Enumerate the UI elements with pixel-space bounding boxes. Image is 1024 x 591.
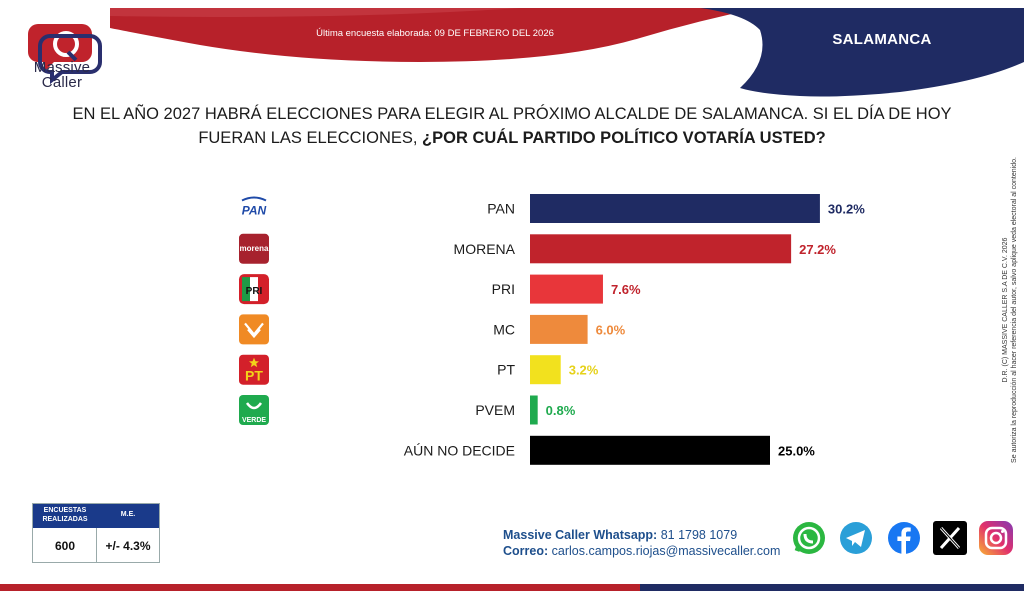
whatsapp-label: Massive Caller Whatsapp: — [503, 528, 658, 542]
verde-logo-icon — [239, 395, 269, 425]
brand-name: Massive Caller — [14, 60, 110, 90]
copyright-line1: D.R. (C) MASSIVE CALLER S.A DE C.V. 2026 — [1002, 237, 1009, 383]
stats-header-surveys-line2: REALIZADAS — [42, 516, 88, 523]
category-label: PAN — [487, 201, 515, 217]
survey-stats-table: ENCUESTAS REALIZADAS M.E. 600 +/- 4.3% — [32, 503, 160, 563]
pri-logo-white — [250, 277, 258, 302]
stats-divider — [96, 528, 97, 562]
bar-5 — [530, 395, 538, 425]
pan-logo-icon: PAN — [242, 204, 267, 218]
question-line2-bold: ¿POR CUÁL PARTIDO POLÍTICO VOTARÍA USTED… — [422, 129, 826, 147]
value-label: 6.0% — [596, 322, 626, 337]
bottom-strip — [0, 584, 1024, 591]
pri-logo-text: PRI — [246, 286, 263, 297]
stats-header-surveys-line1: ENCUESTAS — [43, 507, 87, 514]
brand-line1: Massive — [33, 59, 91, 76]
mc-logo-eagle — [244, 322, 264, 339]
value-label: 0.8% — [546, 403, 576, 418]
category-label: PVEM — [475, 402, 515, 418]
category-label: MC — [493, 321, 515, 337]
category-label: AÚN NO DECIDE — [404, 442, 515, 458]
category-label: MORENA — [454, 241, 516, 257]
pt-logo-text: PT — [245, 368, 263, 384]
header-red-highlight — [110, 8, 520, 17]
value-label: 25.0% — [778, 443, 815, 458]
email-label: Correo: — [503, 544, 549, 558]
bar-4 — [530, 355, 561, 385]
massive-caller-logo-icon — [28, 24, 102, 85]
facebook-icon[interactable] — [886, 520, 922, 556]
value-label: 27.2% — [799, 242, 836, 257]
survey-question: EN EL AÑO 2027 HABRÁ ELECCIONES PARA ELE… — [40, 102, 984, 150]
pt-logo-star — [249, 357, 259, 368]
brand-line2: Caller — [41, 74, 83, 91]
pt-logo-icon — [239, 354, 269, 385]
whatsapp-number[interactable]: 81 1798 1079 — [660, 528, 738, 542]
category-label: PRI — [492, 281, 515, 297]
instagram-icon[interactable] — [978, 520, 1014, 556]
morena-logo-text: morena — [240, 244, 269, 253]
bar-6 — [530, 435, 770, 465]
pan-logo-arc — [241, 196, 267, 202]
header-banner — [110, 8, 1024, 97]
email-line: Correo: carlos.campos.riojas@massivecall… — [503, 543, 780, 559]
region-title: SALAMANCA — [832, 31, 932, 48]
value-label: 30.2% — [828, 202, 865, 217]
stats-header — [33, 504, 159, 528]
value-label: 7.6% — [611, 282, 641, 297]
question-line2-plain: FUERAN LAS ELECCIONES, — [198, 129, 423, 147]
bar-1 — [530, 234, 792, 264]
copyright-line2: Se autoriza la reproducción al hacer ref… — [1011, 157, 1018, 463]
email-address[interactable]: carlos.campos.riojas@massivecaller.com — [551, 544, 781, 558]
stats-header-surveys: ENCUESTAS REALIZADAS — [35, 506, 95, 524]
verde-logo-toucan — [245, 402, 263, 410]
stats-surveys-value: 600 — [54, 539, 76, 553]
question-line1: EN EL AÑO 2027 HABRÁ ELECCIONES PARA ELE… — [72, 105, 952, 123]
x-icon[interactable] — [932, 520, 968, 556]
contact-info: Massive Caller Whatsapp: 81 1798 1079 Co… — [503, 527, 780, 559]
value-label: 3.2% — [569, 363, 599, 378]
header-navy-shape — [700, 8, 1024, 97]
morena-logo-icon — [239, 233, 269, 264]
bar-0 — [530, 194, 820, 223]
copyright-notice: D.R. (C) MASSIVE CALLER S.A DE C.V. 2026… — [983, 130, 1023, 490]
question-line2: FUERAN LAS ELECCIONES, ¿POR CUÁL PARTIDO… — [40, 126, 984, 150]
mc-logo-icon — [239, 314, 269, 345]
bar-2 — [530, 274, 603, 304]
stats-margin-value: +/- 4.3% — [105, 539, 151, 553]
header-red-wave — [110, 8, 760, 62]
whatsapp-line: Massive Caller Whatsapp: 81 1798 1079 — [503, 527, 780, 543]
category-label: PT — [497, 362, 515, 378]
survey-date: Última encuesta elaborada: 09 DE FEBRERO… — [316, 28, 554, 39]
bar-chart: PAN 30.2% PAN MORENA 27.2% morena PRI 7.6% PRI MC… — [239, 193, 865, 465]
telegram-icon[interactable] — [838, 520, 874, 556]
bar-3 — [530, 314, 588, 344]
pri-logo-green — [242, 277, 250, 302]
verde-logo-text: VERDE — [242, 417, 266, 424]
whatsapp-icon[interactable] — [791, 520, 827, 556]
stats-header-margin: M.E. — [120, 511, 136, 518]
